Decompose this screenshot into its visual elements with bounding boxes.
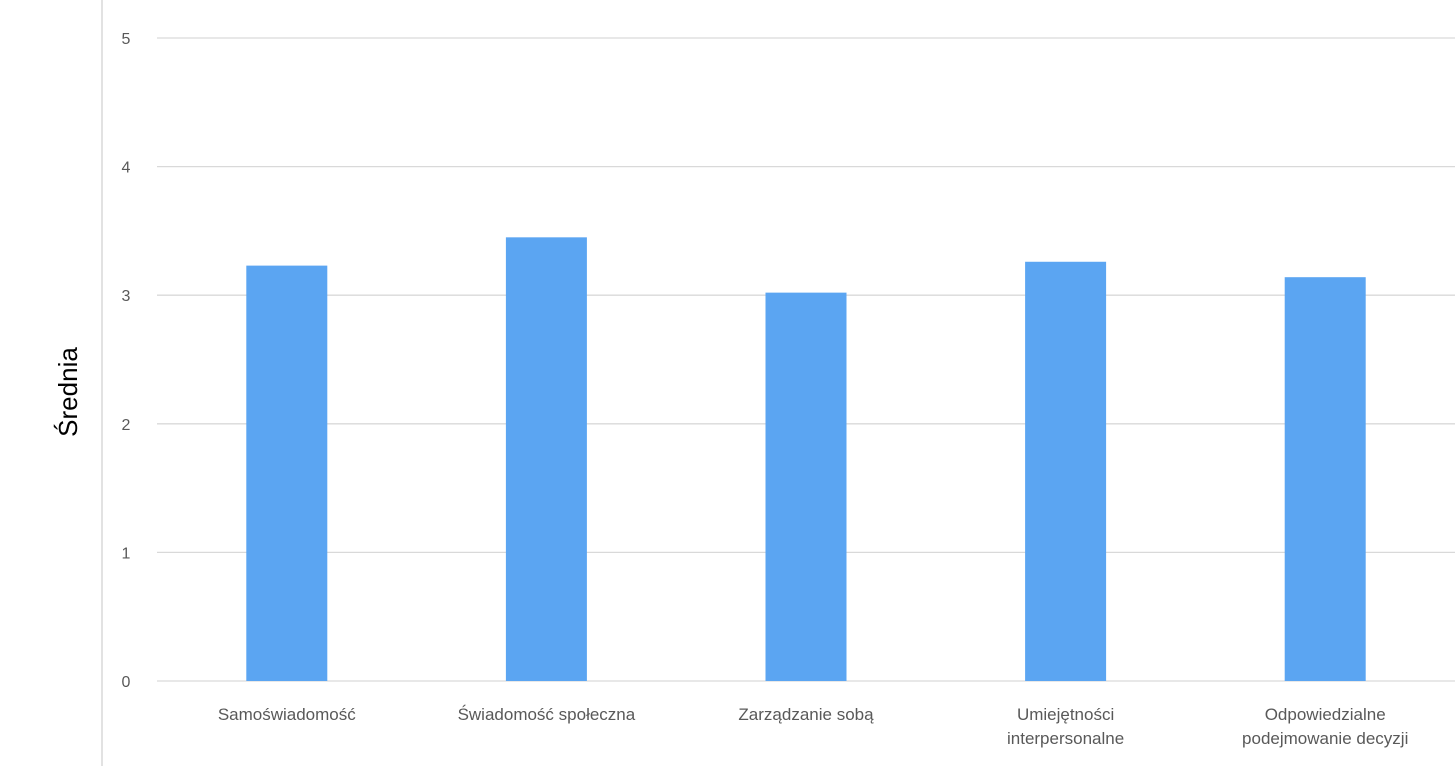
y-axis-title: Średnia [53,347,83,437]
bar [1284,277,1366,681]
x-category-label: Odpowiedzialne podejmowanie decyzji [1242,705,1408,748]
x-category-label-line: Umiejętności [1017,705,1114,724]
x-axis-labels: Samoświadomość Świadomość społeczna Zarząd… [218,705,1409,748]
y-tick-label: 2 [122,417,131,434]
bar [765,292,847,681]
bar [1025,261,1107,681]
x-category-label-line: podejmowanie decyzji [1242,729,1408,748]
bar [505,237,587,681]
y-tick-label: 0 [122,674,131,691]
x-category-label: Zarządzanie sobą [738,705,874,724]
y-axis-ticks: 0 1 2 3 4 5 [122,31,131,691]
x-category-label-line: Świadomość społeczna [458,705,636,724]
x-category-label-line: interpersonalne [1007,729,1124,748]
x-category-label-line: Odpowiedzialne [1265,705,1386,724]
x-category-label: Samoświadomość [218,705,356,724]
bars [246,237,1366,681]
y-tick-label: 1 [122,545,131,562]
x-category-label: Umiejętności interpersonalne [1007,705,1124,748]
y-tick-label: 5 [122,31,131,48]
x-category-label-line: Samoświadomość [218,705,356,724]
y-tick-label: 3 [122,288,131,305]
x-category-label: Świadomość społeczna [458,705,636,724]
x-category-label-line: Zarządzanie sobą [738,705,874,724]
bar [246,265,328,681]
y-tick-label: 4 [122,160,131,177]
